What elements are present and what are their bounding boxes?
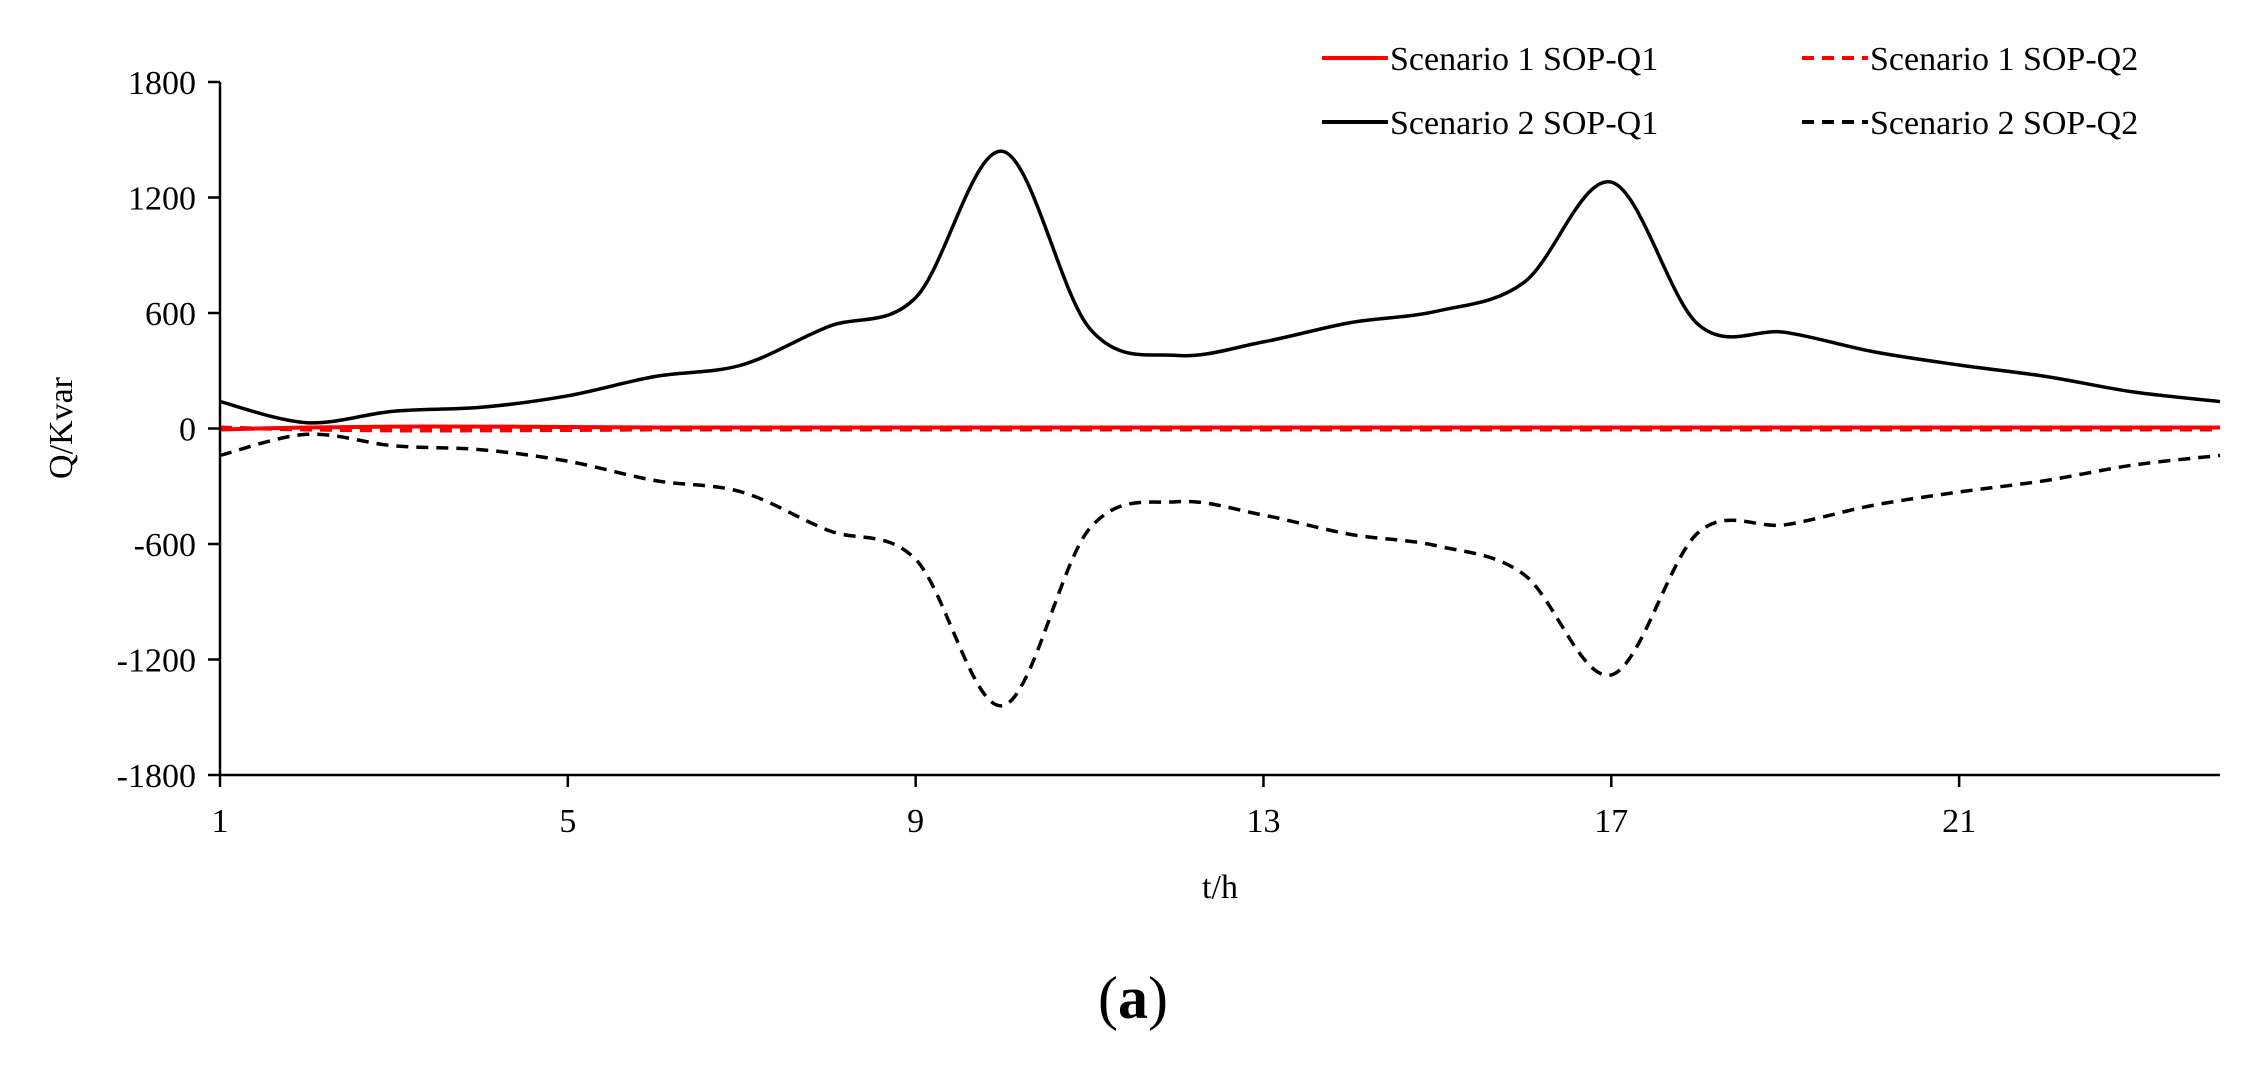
- x-tick-label: 9: [907, 803, 924, 840]
- series-layer: [219, 149, 2221, 708]
- legend: Scenario 1 SOP-Q1 Scenario 1 SOP-Q2 Scenar…: [1322, 41, 2138, 142]
- legend-label: Scenario 2 SOP-Q1: [1390, 105, 1658, 142]
- panel-label-open: (: [1098, 965, 1118, 1031]
- x-tick-label: 21: [1942, 803, 1976, 840]
- legend-label: Scenario 1 SOP-Q2: [1870, 41, 2138, 78]
- y-tick-label: 600: [145, 296, 196, 333]
- x-tick-label: 13: [1246, 803, 1280, 840]
- y-tick-label: -600: [134, 527, 196, 564]
- tick-layer: 1800 1200 600 0 -600 -1200 -1800 1 5 9 13 17 21: [117, 65, 1976, 840]
- series-line-3: [219, 149, 2221, 425]
- x-tick-label: 17: [1594, 803, 1628, 840]
- panel-label-close: ): [1148, 965, 1168, 1031]
- legend-label: Scenario 2 SOP-Q2: [1870, 105, 2138, 142]
- x-axis-label: t/h: [1202, 869, 1238, 906]
- y-tick-label: 0: [179, 412, 196, 449]
- x-tick-label: 5: [559, 803, 576, 840]
- y-tick-label: 1200: [128, 181, 196, 218]
- y-axis-label: Q/Kvar: [43, 376, 80, 479]
- x-tick-label: 1: [212, 803, 229, 840]
- panel-label: (a): [1098, 965, 1168, 1031]
- y-tick-label: -1200: [117, 643, 196, 680]
- y-tick-label: 1800: [128, 65, 196, 102]
- series-line-4: [219, 432, 2221, 708]
- panel-label-letter: a: [1118, 965, 1148, 1031]
- legend-label: Scenario 1 SOP-Q1: [1390, 41, 1658, 78]
- axis-layer: [218, 82, 2220, 777]
- y-tick-label: -1800: [117, 758, 196, 795]
- series-line-2: [219, 425, 2220, 433]
